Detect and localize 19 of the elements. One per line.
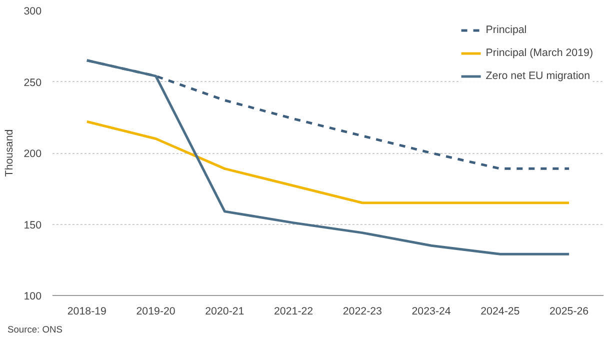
- legend-label: Principal (March 2019): [486, 47, 593, 59]
- legend-label: Zero net EU migration: [486, 70, 590, 82]
- x-tick-label: 2021-22: [274, 306, 314, 318]
- line-series: [86, 120, 570, 204]
- source-note: Source: ONS: [8, 324, 62, 334]
- x-tick-label: 2024-25: [480, 306, 520, 318]
- y-tick-label: 200: [24, 148, 42, 160]
- legend-label: Principal: [486, 24, 527, 36]
- y-tick-label: 100: [24, 290, 42, 302]
- x-tick-label: 2025-26: [550, 306, 589, 318]
- y-axis-title: Thousand: [4, 129, 16, 177]
- x-tick-label: 2018-19: [67, 306, 107, 318]
- x-tick-label: 2020-21: [205, 306, 244, 318]
- y-tick-label: 250: [24, 76, 42, 89]
- y-tick-label: 300: [24, 6, 42, 18]
- x-tick-label: 2019-20: [136, 306, 176, 318]
- x-tick-label: 2023-24: [412, 306, 451, 318]
- x-tick-label: 2022-23: [342, 306, 382, 318]
- y-tick-label: 150: [24, 219, 42, 232]
